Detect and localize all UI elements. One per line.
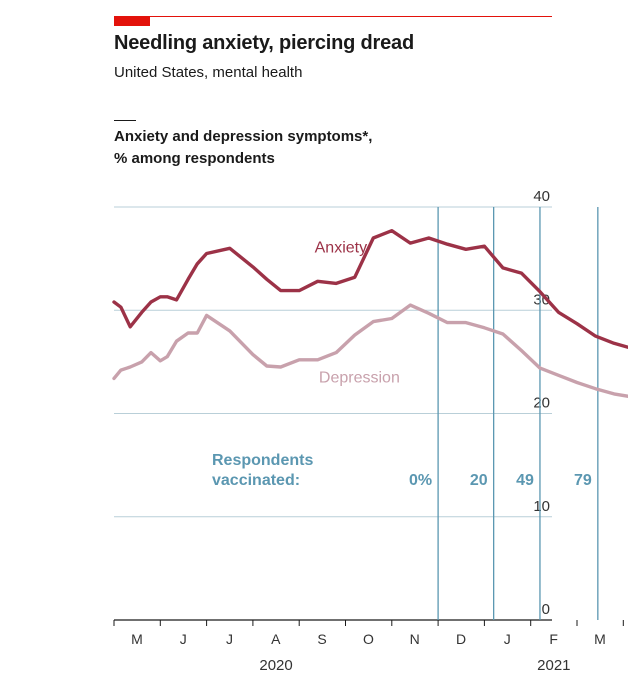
- vaccination-label-line1: Respondents: [212, 452, 313, 469]
- vaccination-marker-label: 79: [574, 472, 592, 489]
- series-line-depression: [112, 303, 628, 398]
- x-year-label: 2020: [259, 657, 292, 674]
- x-tick-label: O: [363, 631, 374, 647]
- vaccination-marker-label: 49: [516, 472, 534, 489]
- series-line-anxiety: [112, 228, 628, 349]
- chart-subtitle: United States, mental health: [114, 64, 303, 81]
- x-tick-label: J: [226, 631, 234, 647]
- x-tick-label: N: [410, 631, 421, 647]
- x-tick-label: D: [456, 631, 467, 647]
- x-tick-label: J: [180, 631, 188, 647]
- x-tick-label: A: [271, 631, 281, 647]
- y-tick-label: 10: [533, 498, 550, 515]
- x-tick-label: M: [594, 631, 606, 647]
- y-tick-label: 30: [533, 291, 550, 308]
- series-label-depression: Depression: [319, 370, 400, 387]
- heading-rule: [114, 120, 136, 121]
- top-accent-tag: [114, 16, 150, 26]
- x-tick-label: S: [317, 631, 327, 647]
- y-tick-label: 20: [533, 395, 550, 412]
- panel-heading-line2: % among respondents: [114, 150, 275, 167]
- series-label-anxiety: Anxiety: [315, 239, 367, 256]
- top-accent-rule: [114, 16, 552, 17]
- x-tick-label: F: [549, 631, 558, 647]
- vaccination-marker-label: 0%: [409, 472, 432, 489]
- y-tick-label: 0: [542, 601, 550, 618]
- chart-title: Needling anxiety, piercing dread: [114, 32, 414, 54]
- panel-heading-line1: Anxiety and depression symptoms*,: [114, 128, 373, 145]
- vaccination-marker-label: 20: [470, 472, 488, 489]
- x-tick-label: J: [504, 631, 512, 647]
- panel-heading: Anxiety and depression symptoms*, % amon…: [114, 126, 372, 170]
- vaccination-label-line2: vaccinated:: [212, 472, 300, 489]
- x-year-label: 2021: [537, 657, 570, 674]
- y-tick-label: 40: [533, 188, 550, 205]
- x-tick-label: M: [131, 631, 143, 647]
